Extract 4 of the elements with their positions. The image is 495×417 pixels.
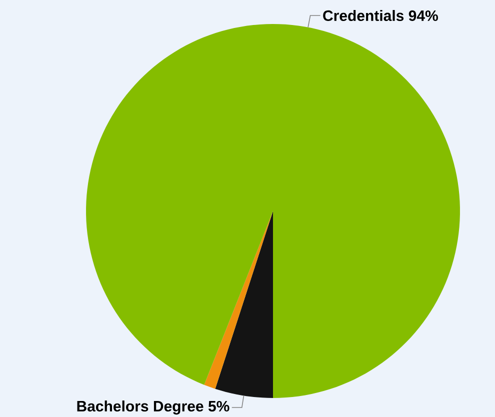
data-label: 5% <box>208 400 230 412</box>
slice-label: Credentials <box>323 10 404 22</box>
data-label: 94% <box>408 10 438 22</box>
slice-label: Bachelors Degree <box>77 400 204 415</box>
